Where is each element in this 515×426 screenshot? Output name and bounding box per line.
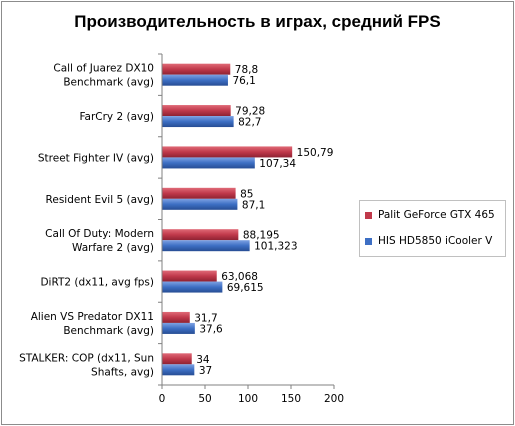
bar-series-1-category-2 <box>162 157 255 169</box>
x-tick-label-4: 200 <box>324 393 344 405</box>
x-tick-label-3: 150 <box>281 393 301 405</box>
category-label-5: DiRT2 (dx11, avg fps) <box>40 277 154 289</box>
legend-label-series-1: HIS HD5850 iCooler V <box>378 235 493 247</box>
bar-series-1-category-5 <box>162 281 223 293</box>
data-label-series-1-category-5: 69,615 <box>227 282 264 294</box>
data-label-series-0-category-6: 31,7 <box>194 312 217 324</box>
legend-swatch-series-0 <box>365 211 372 219</box>
category-label-1: FarCry 2 (avg) <box>79 111 154 123</box>
bar-series-1-category-3 <box>162 198 238 210</box>
data-label-series-0-category-5: 63,068 <box>221 271 258 283</box>
data-label-series-0-category-7: 34 <box>196 354 210 366</box>
data-label-series-1-category-3: 87,1 <box>242 199 265 211</box>
data-label-series-0-category-3: 85 <box>240 188 253 200</box>
data-label-series-1-category-2: 107,34 <box>259 158 296 170</box>
bar-series-1-category-7 <box>162 364 195 376</box>
bar-series-0-category-6 <box>162 311 190 323</box>
data-label-series-1-category-0: 76,1 <box>232 75 255 87</box>
category-label-6-line-0: Alien VS Predator DX11 <box>31 311 154 323</box>
bar-series-1-category-6 <box>162 322 195 334</box>
x-tick-label-2: 100 <box>238 393 258 405</box>
legend: Palit GeForce GTX 465 HIS HD5850 iCooler… <box>359 200 505 256</box>
chart-title: Производительность в играх, средний FPS <box>74 12 441 31</box>
plot-area: 0 50 100 150 200 Call of Juarez DX10 Benchmark… <box>19 53 506 405</box>
bar-series-0-category-7 <box>162 353 192 365</box>
bar-series-0-category-0 <box>162 63 231 75</box>
category-label-0-line-0: Call of Juarez DX10 <box>53 63 154 75</box>
category-label-0-line-1: Benchmark (avg) <box>63 77 154 89</box>
legend-label-series-0: Palit GeForce GTX 465 <box>378 209 495 221</box>
legend-border <box>359 200 506 257</box>
bar-series-0-category-4 <box>162 229 239 241</box>
bar-series-0-category-3 <box>162 187 236 199</box>
category-label-7-line-0: STALKER: COP (dx11, Sun <box>19 352 154 364</box>
bar-series-0-category-1 <box>162 105 231 117</box>
category-label-4-line-0: Call Of Duty: Modern <box>45 228 154 240</box>
data-label-series-1-category-7: 37 <box>199 365 212 377</box>
legend-entry-series-1: HIS HD5850 iCooler V <box>365 234 492 248</box>
bar-series-0-category-2 <box>162 146 293 158</box>
category-label-2: Street Fighter IV (avg) <box>38 152 154 164</box>
bar-series-1-category-1 <box>162 116 234 128</box>
bar-series-0-category-5 <box>162 270 217 282</box>
category-label-4-line-1: Warfare 2 (avg) <box>72 242 154 254</box>
data-label-series-0-category-1: 79,28 <box>235 106 265 118</box>
category-label-6-line-1: Benchmark (avg) <box>63 325 154 337</box>
data-label-series-1-category-6: 37,6 <box>199 323 223 335</box>
data-label-series-0-category-0: 78,8 <box>235 64 258 76</box>
data-label-series-1-category-4: 101,323 <box>254 241 297 253</box>
category-label-7-line-1: Shafts, avg) <box>91 366 154 378</box>
legend-entry-series-0: Palit GeForce GTX 465 <box>365 208 495 222</box>
bar-series-1-category-0 <box>162 74 228 86</box>
x-tick-label-1: 50 <box>198 393 211 405</box>
category-label-3: Resident Evil 5 (avg) <box>46 194 154 206</box>
data-label-series-1-category-1: 82,7 <box>238 117 261 129</box>
x-tick-label-0: 0 <box>159 393 166 405</box>
data-label-series-0-category-4: 88,195 <box>243 230 280 242</box>
legend-swatch-series-1 <box>365 237 372 245</box>
data-label-series-0-category-2: 150,79 <box>297 147 334 159</box>
bar-series-1-category-4 <box>162 240 250 252</box>
